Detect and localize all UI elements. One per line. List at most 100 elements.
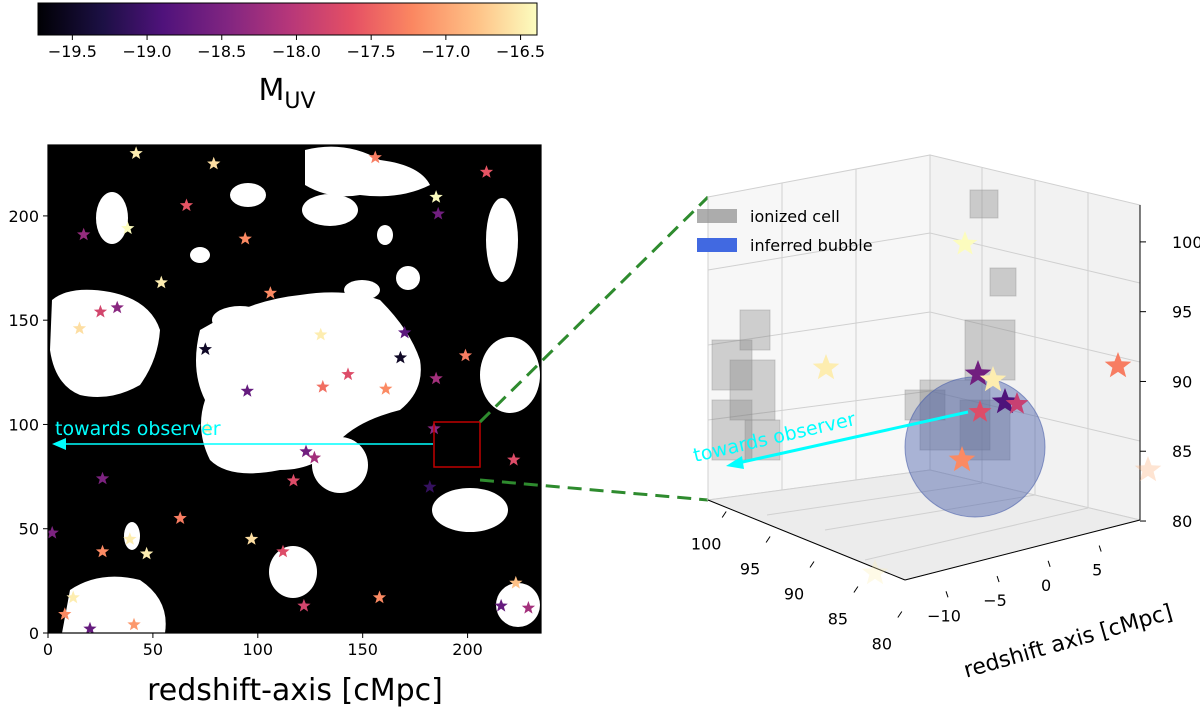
observer-arrowhead — [52, 438, 66, 450]
observer-arrowhead — [726, 456, 744, 469]
tick-mark — [945, 591, 949, 598]
galaxy-star — [93, 304, 108, 318]
y-tick-label: 50 — [19, 520, 39, 539]
galaxy-star — [123, 532, 137, 545]
zoom-box — [433, 421, 481, 468]
galaxy-star — [316, 379, 330, 393]
galaxy-star — [1005, 392, 1029, 414]
x-tick-label: 100 — [243, 640, 274, 659]
z-tick-label: 95 — [1172, 303, 1192, 322]
galaxy-star — [372, 590, 387, 604]
x-tick-label: 200 — [452, 640, 483, 659]
x-tick-label: −10 — [927, 606, 961, 625]
y-tick-label: 95 — [740, 560, 760, 579]
galaxy-star — [139, 546, 154, 560]
inferred-bubble — [904, 376, 1046, 518]
galaxy-star — [72, 321, 87, 335]
galaxy-star — [297, 598, 311, 612]
galaxy-star — [429, 371, 443, 385]
galaxy-star — [979, 366, 1007, 392]
y-tick-label: 100 — [8, 415, 39, 434]
galaxy-star — [398, 325, 412, 339]
galaxy-star — [393, 350, 408, 364]
legend: ionized cell inferred bubble — [697, 207, 873, 255]
galaxy-star — [121, 221, 135, 235]
z-tick-label: 90 — [1172, 372, 1192, 391]
z-tick-label: 85 — [1172, 442, 1192, 461]
galaxy-star — [431, 206, 445, 220]
tick-mark — [853, 586, 859, 593]
galaxy-star — [379, 382, 393, 395]
y-tick-label: 80 — [872, 635, 892, 654]
galaxy-star — [207, 156, 221, 170]
x-tick-label: 150 — [347, 640, 378, 659]
galaxy-star — [110, 300, 124, 314]
x-tick-label: 0 — [43, 640, 53, 659]
galaxy-star — [509, 575, 523, 589]
z-tick-label: 100 — [1172, 233, 1200, 252]
galaxy-star — [507, 452, 521, 466]
annotation: towards observer — [55, 418, 221, 440]
colorbar-label: MUV — [258, 73, 315, 114]
galaxy-star — [179, 198, 194, 212]
galaxy-star — [314, 327, 328, 341]
legend-swatch — [697, 238, 737, 252]
galaxy-star — [968, 400, 992, 422]
galaxy-star — [423, 480, 437, 493]
x-axis-label: redshift axis [cMpc] — [961, 600, 1175, 684]
ionization-map — [48, 145, 541, 633]
map-frame — [47, 144, 542, 634]
zoom-line — [479, 478, 709, 502]
x-tick-label: −17.5 — [347, 42, 396, 61]
galaxy-star — [127, 617, 141, 631]
x-tick-label: 50 — [143, 640, 163, 659]
x-tick-label: −18.5 — [197, 42, 246, 61]
legend-swatch — [697, 209, 737, 223]
galaxy-star — [198, 342, 212, 355]
ionized-cells — [711, 189, 1017, 461]
y-axis-line — [707, 499, 906, 581]
galaxy-star — [200, 421, 215, 435]
galaxy-star — [66, 590, 80, 604]
galaxy-star — [458, 348, 473, 362]
galaxy-star — [521, 601, 536, 614]
observer-arrow — [737, 410, 969, 465]
zoom-line — [478, 195, 710, 424]
galaxy-star — [154, 275, 168, 289]
legend-label: ionized cell — [750, 207, 840, 226]
x-tick-label: −17.0 — [421, 42, 470, 61]
x-tick-label: 5 — [1092, 561, 1102, 580]
galaxy-star — [240, 384, 254, 397]
galaxy-star — [238, 231, 252, 245]
galaxy-star — [341, 367, 355, 381]
galaxy-star — [129, 146, 143, 159]
y-tick-label: 100 — [691, 535, 722, 554]
tick-mark — [1047, 560, 1051, 567]
x-axis-line — [904, 519, 1141, 581]
galaxy-star — [1104, 352, 1132, 378]
x-tick-label: −16.5 — [496, 42, 545, 61]
galaxy-star — [861, 559, 889, 585]
galaxy-star — [95, 471, 110, 485]
x-tick-label: −18.0 — [272, 42, 321, 61]
colorbar — [37, 2, 538, 36]
x-tick-label: −19.0 — [123, 42, 172, 61]
x-axis-label: redshift-axis [cMpc] — [147, 673, 443, 708]
tick-mark — [809, 561, 815, 568]
y-tick-label: 150 — [8, 311, 39, 330]
galaxy-star — [368, 150, 382, 164]
tick-mark — [897, 611, 903, 618]
galaxy-star — [286, 473, 301, 487]
galaxy-star — [948, 446, 976, 472]
tick-mark — [765, 536, 771, 543]
galaxy-star — [58, 607, 72, 620]
x-tick-label: −19.5 — [48, 42, 97, 61]
galaxy-star — [429, 190, 443, 203]
galaxy-star — [276, 544, 290, 558]
galaxy-star — [299, 444, 313, 458]
tick-mark — [721, 511, 727, 518]
x-tick-label: −5 — [983, 591, 1007, 610]
galaxy-star — [48, 525, 59, 539]
galaxy-star — [964, 360, 992, 386]
